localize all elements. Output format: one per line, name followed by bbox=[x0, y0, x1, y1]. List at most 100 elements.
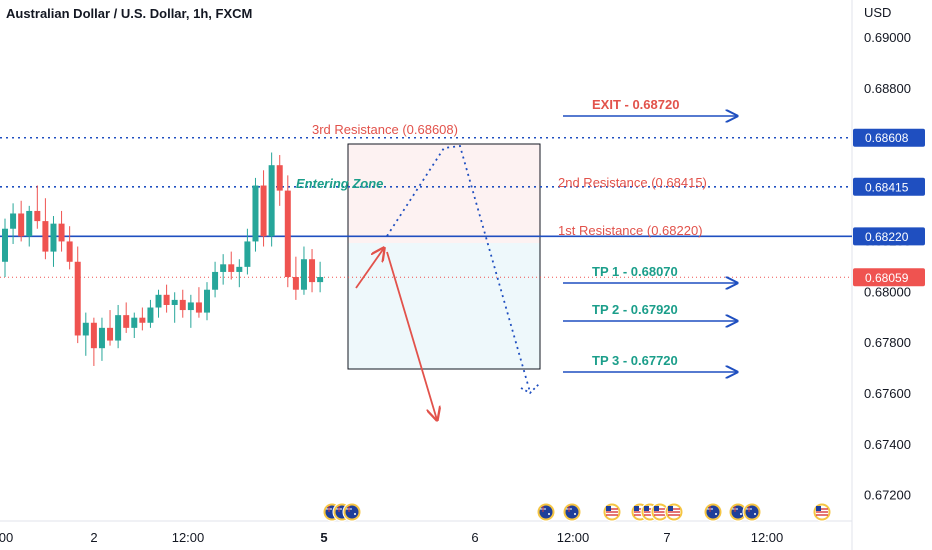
us-flag-icon[interactable] bbox=[812, 502, 832, 522]
candle-body bbox=[236, 266, 243, 272]
flag-canton bbox=[668, 506, 673, 511]
y-tick-label: 0.68800 bbox=[864, 81, 911, 96]
candle-body bbox=[228, 264, 235, 272]
candle-body bbox=[195, 302, 202, 313]
flag-disc bbox=[565, 505, 579, 519]
level-price-badge-bg bbox=[853, 227, 925, 246]
candle bbox=[300, 246, 307, 295]
x-tick-label: 12:00 bbox=[751, 530, 784, 545]
flag-canton bbox=[644, 506, 649, 511]
candle-body bbox=[74, 261, 81, 336]
candle bbox=[139, 307, 146, 331]
candle-body bbox=[90, 322, 97, 349]
chart-title: Australian Dollar / U.S. Dollar, 1h, FXC… bbox=[6, 6, 253, 21]
candle-body bbox=[212, 271, 219, 290]
candle-body bbox=[18, 213, 25, 237]
candle bbox=[10, 203, 17, 244]
candle bbox=[309, 249, 316, 293]
trade-zone-outline bbox=[347, 143, 541, 370]
candle bbox=[90, 317, 97, 366]
flag-canton bbox=[634, 506, 639, 511]
candle bbox=[260, 170, 267, 247]
candle-body bbox=[260, 185, 267, 237]
candle-body bbox=[163, 294, 170, 305]
candle-body bbox=[187, 302, 194, 311]
level-price-badge-bg bbox=[853, 177, 925, 196]
au-flag-icon[interactable] bbox=[742, 502, 762, 522]
us-flag-icon[interactable] bbox=[664, 502, 684, 522]
candle-body bbox=[107, 327, 114, 341]
candle-body bbox=[220, 264, 227, 272]
level-price-badge-text: 0.68220 bbox=[865, 230, 909, 244]
flag-star bbox=[715, 513, 717, 515]
candle-body bbox=[34, 210, 41, 222]
au-flag-icon[interactable] bbox=[536, 502, 556, 522]
candle bbox=[204, 282, 210, 321]
candle-body bbox=[66, 241, 73, 262]
candle bbox=[107, 310, 114, 346]
candle-body bbox=[179, 299, 186, 311]
tp2-label: TP 2 - 0.67920 bbox=[592, 302, 678, 317]
candle-body bbox=[155, 294, 162, 308]
x-tick-label: 5 bbox=[320, 530, 327, 545]
au-flag-icon[interactable] bbox=[342, 502, 362, 522]
candle-body bbox=[204, 289, 210, 313]
candle-body bbox=[26, 210, 33, 237]
candle bbox=[179, 289, 186, 318]
candle bbox=[66, 226, 73, 270]
candle bbox=[268, 152, 275, 247]
flag-star bbox=[574, 513, 576, 515]
x-tick-label: 00 bbox=[0, 530, 13, 545]
resistance-2-label: 2nd Resistance (0.68415) bbox=[558, 175, 707, 190]
candle bbox=[50, 216, 57, 267]
candle-body bbox=[276, 165, 283, 191]
candle-body bbox=[131, 317, 138, 328]
candle-body bbox=[317, 277, 324, 283]
candle bbox=[276, 155, 283, 206]
entering-zone-label: Entering Zone bbox=[296, 176, 383, 191]
target-zone-box bbox=[348, 243, 540, 369]
au-flag-icon[interactable] bbox=[562, 502, 582, 522]
x-tick-label: 12:00 bbox=[172, 530, 205, 545]
candle bbox=[236, 259, 243, 288]
candle-body bbox=[2, 228, 8, 262]
candle-body bbox=[10, 213, 17, 229]
candle-body bbox=[309, 259, 316, 283]
y-tick-label: 0.67600 bbox=[864, 386, 911, 401]
candle-body bbox=[58, 223, 65, 242]
resistance-3-label: 3rd Resistance (0.68608) bbox=[312, 122, 458, 137]
candle bbox=[292, 256, 299, 300]
candle-body bbox=[139, 317, 146, 323]
exit-label: EXIT - 0.68720 bbox=[592, 97, 679, 112]
x-tick-label: 2 bbox=[90, 530, 97, 545]
candle bbox=[18, 200, 25, 242]
flag-star bbox=[354, 513, 356, 515]
candle bbox=[195, 287, 202, 318]
x-tick-label: 6 bbox=[471, 530, 478, 545]
entry-zone-box bbox=[348, 144, 540, 243]
au-flag-icon[interactable] bbox=[703, 502, 723, 522]
candle bbox=[2, 218, 8, 278]
price-axis-unit: USD bbox=[864, 5, 891, 20]
candle bbox=[123, 302, 130, 333]
level-price-badge: 0.68415 bbox=[853, 177, 925, 196]
candle-body bbox=[82, 322, 89, 336]
us-flag-icon[interactable] bbox=[602, 502, 622, 522]
candle-body bbox=[244, 241, 251, 267]
x-tick-label: 7 bbox=[663, 530, 670, 545]
candle bbox=[98, 317, 105, 361]
candle bbox=[244, 228, 251, 275]
candle bbox=[252, 177, 259, 252]
y-tick-label: 0.67800 bbox=[864, 335, 911, 350]
candle-body bbox=[284, 190, 291, 278]
candle-body bbox=[115, 315, 122, 341]
level-price-badge-text: 0.68415 bbox=[865, 180, 909, 194]
candle bbox=[228, 251, 235, 280]
candle-body bbox=[98, 327, 105, 349]
flag-disc bbox=[706, 505, 720, 519]
candle bbox=[115, 304, 122, 349]
candle bbox=[317, 261, 324, 293]
candle bbox=[147, 299, 154, 328]
candle-body bbox=[50, 223, 57, 252]
